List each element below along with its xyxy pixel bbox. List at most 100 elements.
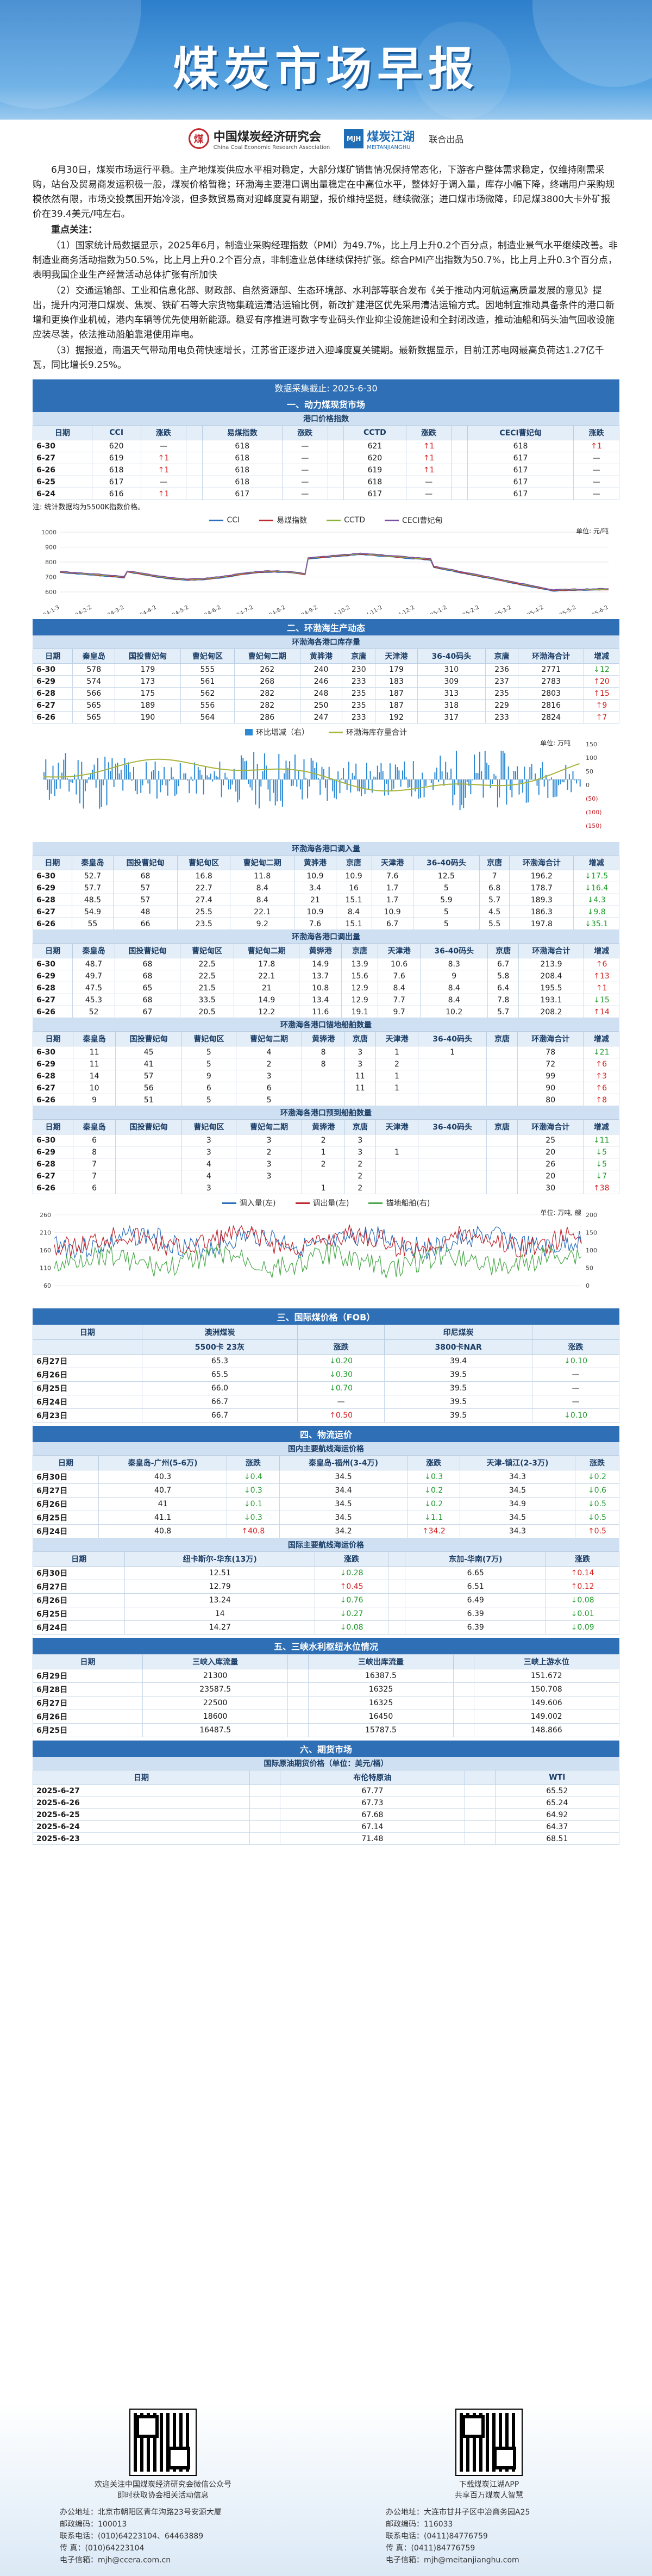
anchor-cell: 90 xyxy=(517,1082,584,1094)
caption-line: 共享百万煤炭人智慧 xyxy=(455,2491,523,2500)
berth-header: 天津港 xyxy=(375,1119,419,1134)
anchor-row: 6-28 14 57 9 3 11 1 99 ↑3 xyxy=(33,1070,619,1082)
outflow-cell: ↑1 xyxy=(584,982,619,994)
oil-cell: 2025-6-23 xyxy=(32,1832,250,1845)
inflow-cell: 6.7 xyxy=(371,918,413,930)
contact-line: 邮政编码：116033 xyxy=(386,2520,453,2529)
fob-cell: — xyxy=(532,1395,619,1409)
anchor-cell xyxy=(486,1046,518,1058)
outflow-cell: 7.6 xyxy=(378,970,421,982)
anchor-cell xyxy=(486,1094,518,1106)
price-header: 涨跌 xyxy=(405,425,452,440)
price-cell: — xyxy=(281,464,328,476)
berth-cell: 2 xyxy=(302,1134,345,1146)
inflow-cell: 12.5 xyxy=(412,870,480,882)
change-bar xyxy=(167,779,168,796)
change-bar xyxy=(214,771,215,779)
y-left-tick-label: 260 xyxy=(40,1212,51,1219)
change-bar xyxy=(102,779,104,785)
change-bar xyxy=(221,779,222,797)
change-bar xyxy=(267,779,269,790)
stock-cell: 282 xyxy=(234,687,300,700)
berth-cell: ↑38 xyxy=(583,1182,619,1194)
intlfreight-cell: ↑0.14 xyxy=(546,1566,619,1580)
change-bar xyxy=(147,779,149,784)
price-cell: — xyxy=(281,440,328,452)
app-qr-code[interactable] xyxy=(455,2409,523,2476)
change-bar xyxy=(277,779,278,802)
price-cell xyxy=(451,464,468,476)
intlfreight-cell: ↓0.01 xyxy=(546,1607,619,1621)
anchor-cell: 11 xyxy=(344,1070,376,1082)
anchor-cell xyxy=(302,1094,345,1106)
stock-cell: 236 xyxy=(485,663,519,676)
domfreight-cell: ↓0.6 xyxy=(574,1483,620,1498)
fob-cell: 39.5 xyxy=(384,1395,533,1409)
price-cell: — xyxy=(573,476,619,488)
outflow-cell: 12.9 xyxy=(341,982,379,994)
stock-cell: 2816 xyxy=(518,699,584,712)
change-bar xyxy=(120,769,122,779)
anchor-cell: 72 xyxy=(517,1058,584,1070)
change-bar xyxy=(108,762,109,779)
price-cell xyxy=(186,476,203,488)
berth-cell xyxy=(115,1134,182,1146)
change-bar xyxy=(337,771,339,779)
change-bar xyxy=(101,779,102,807)
legend-swatch xyxy=(329,731,343,733)
price-cell xyxy=(327,452,344,464)
change-bar xyxy=(465,779,466,798)
y-right-tick-label: 150 xyxy=(586,1230,597,1237)
stock-cell: 578 xyxy=(72,663,116,676)
footer-left: 欢迎关注中国煤炭经济研究会微信公众号 即时获取协会相关活动信息 办公地址：北京市朝… xyxy=(38,2409,288,2566)
fob-group-header: 印尼煤炭 xyxy=(384,1325,533,1340)
inflow-cell: 5 xyxy=(412,882,480,894)
domfreight-cell: 6月30日 xyxy=(32,1470,99,1484)
gorges-cell: 16450 xyxy=(308,1710,454,1724)
inflow-header: 京唐 xyxy=(335,855,372,870)
fob-header: 涨跌 xyxy=(532,1339,619,1355)
anchor-cell xyxy=(302,1082,345,1094)
key-point-1: （1）国家统计局数据显示，2025年6月，制造业采购经理指数（PMI）为49.7… xyxy=(33,240,618,280)
anchor-header: 环渤海合计 xyxy=(517,1031,584,1046)
change-bar xyxy=(553,779,554,797)
anchor-cell: ↑3 xyxy=(583,1070,619,1082)
outflow-header: 天津港 xyxy=(378,943,421,958)
anchor-cell xyxy=(344,1094,376,1106)
outflow-cell: 10.6 xyxy=(378,958,421,970)
inflow-cell: 196.2 xyxy=(509,870,574,882)
change-bar xyxy=(181,779,183,781)
intlfreight-cell: 6月30日 xyxy=(32,1566,126,1580)
outflow-cell: 20.5 xyxy=(180,1006,235,1018)
change-bar xyxy=(515,771,516,779)
fob-cell: 6月24日 xyxy=(33,1395,142,1409)
oil-cell: 2025-6-24 xyxy=(32,1820,250,1833)
change-bar xyxy=(502,751,504,779)
stock-cell: ↑7 xyxy=(583,711,620,723)
change-bar xyxy=(404,761,405,779)
price-cell: 617 xyxy=(467,452,574,464)
fob-cell: ↓0.10 xyxy=(532,1408,619,1423)
anchor-cell: 8 xyxy=(302,1046,345,1058)
stock-cell: 2803 xyxy=(518,687,584,700)
berth-cell: 6-29 xyxy=(33,1146,73,1158)
berth-header: 秦皇岛 xyxy=(72,1119,116,1134)
outflow-cell: 22.1 xyxy=(234,970,300,982)
berth-cell xyxy=(375,1158,419,1170)
inflow-cell: 197.8 xyxy=(509,918,574,930)
gorges-header: 三峡上游水位 xyxy=(473,1654,620,1669)
gorges-cell xyxy=(287,1710,309,1724)
port-stock-title: 环渤海各港口库存量 xyxy=(33,635,619,648)
price-cell: — xyxy=(573,464,619,476)
price-row: 6-25 617—618—618—617— xyxy=(33,476,619,488)
berth-cell xyxy=(115,1182,182,1194)
change-bar xyxy=(470,779,472,795)
change-bar xyxy=(546,775,547,779)
wechat-qr-code[interactable] xyxy=(129,2409,197,2476)
change-bar xyxy=(251,779,253,791)
stock-cell: 175 xyxy=(115,687,181,700)
caption-line: 欢迎关注中国煤炭经济研究会微信公众号 xyxy=(95,2480,231,2489)
legend-item: 环渤海库存量合计 xyxy=(329,727,407,738)
change-bar xyxy=(397,767,398,779)
domfreight-header: 涨跌 xyxy=(574,1455,620,1470)
